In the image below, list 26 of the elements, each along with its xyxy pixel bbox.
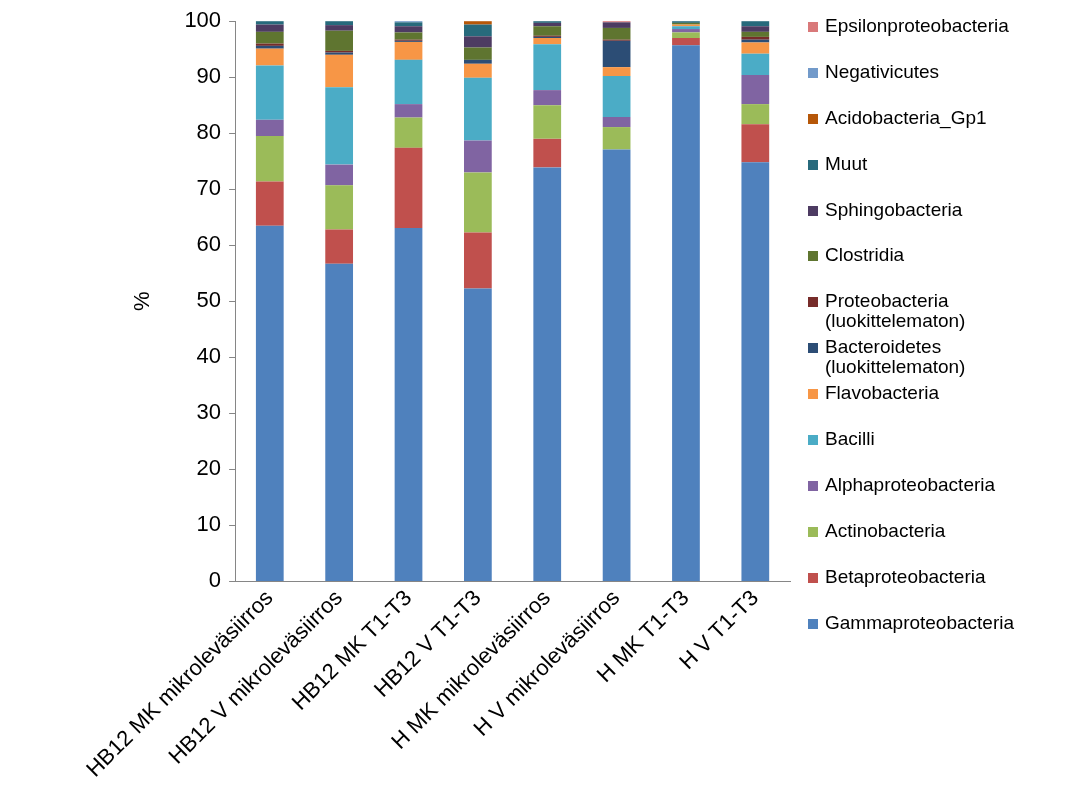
y-tick-label: 40 [196,343,222,369]
y-tick-label: 20 [196,455,222,481]
y-tick-label: 100 [184,7,222,33]
y-tick-label: 10 [196,511,222,537]
y-tick-label: 0 [208,567,222,593]
legend-label: Bacilli [825,428,875,450]
y-tick-label: 60 [196,231,222,257]
legend-label: Sphingobacteria [825,198,963,220]
legend-label: Flavobacteria [825,382,940,404]
legend-label: Epsilonproteobacteria [825,15,1009,36]
legend-label: Alphaproteobacteria [825,473,996,495]
y-tick-label: 30 [196,399,222,425]
legend-label: Gammaproteobacteria [825,611,1015,633]
y-tick-label: 50 [196,287,222,313]
y-tick-label: 70 [196,175,222,201]
legend-label: Acidobacteria_Gp1 [825,106,987,128]
legend-label: Bacteroidetes (luokittelematon) [825,336,967,378]
legend-label: Muut [825,152,868,174]
y-axis-title: % [129,291,155,312]
y-tick-label: 80 [196,119,222,145]
legend-label: Clostridia [825,244,905,266]
legend-label: Actinobacteria [825,519,946,541]
legend-label: Proteobacteria (luokittelematon) [825,290,967,332]
y-tick-label: 90 [196,63,222,89]
legend-label: Betaproteobacteria [825,565,986,587]
legend-label: Negativicutes [825,60,940,82]
